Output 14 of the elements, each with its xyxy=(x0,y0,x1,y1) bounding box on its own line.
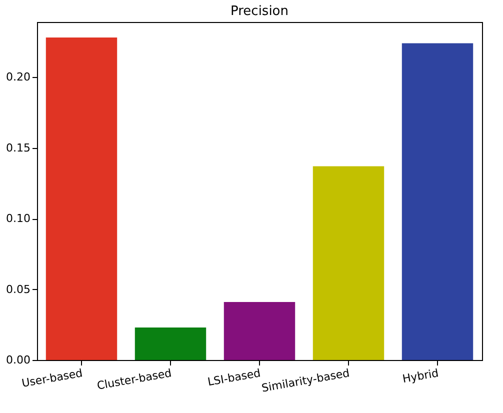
y-tick-label: 0.15 xyxy=(6,141,30,154)
bar xyxy=(402,43,474,360)
x-tick-label: Hybrid xyxy=(402,366,440,386)
bar xyxy=(134,327,206,360)
bar xyxy=(46,38,118,360)
chart-title: Precision xyxy=(230,4,289,19)
y-tick-label: 0.20 xyxy=(6,70,30,84)
y-tick-label: 0.05 xyxy=(6,282,30,296)
x-tick-label: LSI-based xyxy=(206,366,262,389)
bar xyxy=(312,166,384,360)
bar xyxy=(224,302,296,360)
x-tick-label: User-based xyxy=(20,366,84,390)
y-tick-label: 0.10 xyxy=(6,212,30,226)
y-tick-label: 0.00 xyxy=(6,354,30,366)
